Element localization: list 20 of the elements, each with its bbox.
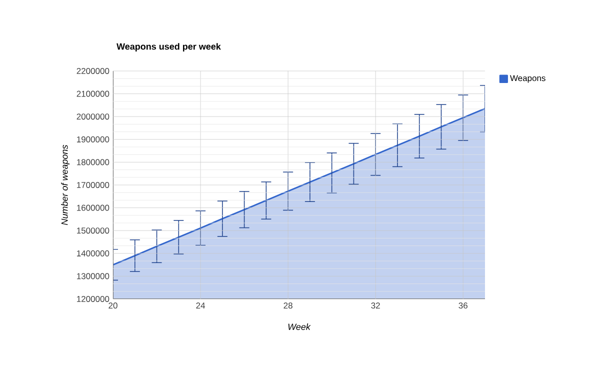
y-tick-label: 1700000 — [77, 182, 110, 188]
y-tick-label: 2200000 — [76, 68, 110, 74]
x-axis-title: Week — [288, 323, 311, 330]
chart-title: Weapons used per week — [116, 43, 221, 52]
x-tick-label: 32 — [371, 302, 380, 309]
y-tick-label: 1600000 — [77, 204, 110, 211]
y-tick-label: 1500000 — [77, 228, 110, 234]
y-tick-label: 1200000 — [77, 296, 110, 302]
x-tick-label: 24 — [196, 302, 206, 308]
y-tick-label: 1800000 — [77, 159, 110, 166]
y-tick-label: 1400000 — [77, 250, 110, 256]
legend-label: Weapons — [510, 75, 546, 83]
y-tick-label: 1300000 — [77, 273, 110, 280]
x-tick-label: 20 — [108, 302, 118, 309]
x-tick-label: 36 — [458, 302, 468, 309]
y-tick-label: 2100000 — [76, 90, 110, 97]
y-tick-label: 1900000 — [77, 136, 110, 142]
x-tick-label: 28 — [284, 302, 292, 309]
y-axis-title: Number of weapons — [61, 144, 70, 225]
y-tick-label: 2000000 — [76, 114, 110, 120]
